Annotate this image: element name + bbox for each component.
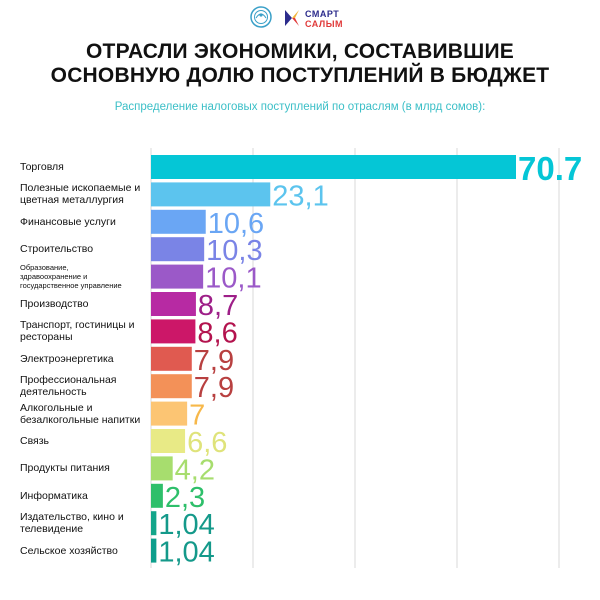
value-label-14: 1,04 [158,537,214,569]
category-label-10: Связь [20,435,155,447]
category-label-13: Издательство, кино и телевидение [20,511,155,535]
logo-text: СМАРТ САЛЫМ [305,9,343,29]
category-label-4-line-2: государственное управление [20,281,122,291]
value-label-3: 10,3 [206,235,262,267]
state-emblem-icon [250,6,272,28]
category-label-7: Электроэнергетика [20,353,155,365]
category-label-14: Сельское хозяйство [20,545,155,557]
category-label-4-line-0: Образование, [20,263,69,273]
value-label-5: 8,7 [198,290,238,322]
bar-1 [151,182,271,207]
value-label-11: 4,2 [175,454,215,486]
category-label-14-line-0: Сельское хозяйство [20,544,118,557]
chart-title-line-1: ОТРАСЛИ ЭКОНОМИКИ, СОСТАВИВШИЕ [86,40,514,63]
category-label-9: Алкогольные и безалкогольные напитки [20,402,155,426]
bar-3 [151,237,205,262]
value-label-4: 10,1 [205,263,261,295]
bar-7 [151,346,192,371]
bar-4 [151,264,204,289]
category-label-0-line-0: Торговля [20,161,64,173]
bar-11 [151,456,173,481]
value-label-2: 10,6 [208,208,264,240]
bar-2 [151,209,206,234]
category-label-12-line-0: Информатика [20,489,88,502]
category-label-6: Транспорт, гостиницы и рестораны [20,319,155,343]
value-label-6: 8,6 [197,317,237,349]
bar-14 [151,538,157,563]
category-label-6-line-0: Транспорт, гостиницы и [20,319,135,332]
category-label-0: Торговля [20,161,155,173]
bar-12 [151,483,163,508]
category-label-8-line-1: деятельность [20,386,87,399]
chart-title: ОТРАСЛИ ЭКОНОМИКИ, СОСТАВИВШИЕ ОСНОВНУЮ … [0,40,600,88]
category-label-3-line-0: Строительство [20,243,94,256]
category-label-1-line-0: Полезные ископаемые и [20,182,141,195]
bar-13 [151,511,157,536]
category-label-13-line-0: Издательство, кино и [20,511,124,524]
bar-5 [151,292,196,316]
category-label-9-line-1: безалкогольные напитки [20,413,141,426]
category-label-2-line-0: Финансовые услуги [20,215,116,228]
bar-8 [151,374,192,399]
value-label-12: 2,3 [165,482,205,514]
bar-0 [151,155,516,179]
value-label-0: 70.7 [518,150,582,187]
category-label-5: Производство [20,298,155,310]
category-label-9-line-0: Алкогольные и [20,401,93,414]
logo-line-2: САЛЫМ [305,19,344,29]
value-label-13: 1,04 [158,509,214,541]
category-label-5-line-0: Производство [20,298,89,310]
bar-10 [151,429,186,453]
chart-title-line-2: ОСНОВНУЮ ДОЛЮ ПОСТУПЛЕНИЙ В БЮДЖЕТ [50,64,550,87]
category-label-3: Строительство [20,243,155,255]
value-label-10: 6,6 [187,427,227,459]
category-label-13-line-1: телевидение [20,523,84,536]
bar-9 [151,401,188,426]
category-label-8-line-0: Профессиональная [20,374,117,387]
category-label-11: Продукты питания [20,462,155,474]
category-label-2: Финансовые услуги [20,216,155,228]
logo-line-1: СМАРТ [305,9,340,19]
value-label-9: 7 [189,400,205,432]
category-label-1: Полезные ископаемые и цветная металлургия [20,182,155,206]
category-label-10-line-0: Связь [20,435,50,447]
category-label-7-line-0: Электроэнергетика [20,352,114,365]
category-label-6-line-1: рестораны [20,331,73,344]
category-label-11-line-0: Продукты питания [20,462,110,475]
category-label-1-line-1: цветная металлургия [20,194,124,207]
category-label-4-line-1: здравоохранение и [20,272,88,282]
category-label-12: Информатика [20,490,155,502]
value-label-8: 7,9 [194,372,234,404]
header: СМАРТ САЛЫМ [0,4,600,34]
category-label-4: Образование, здравоохранение и государстве… [20,263,155,290]
smart-salym-logo-icon [285,10,299,26]
bar-6 [151,319,196,344]
value-label-1: 23,1 [272,180,328,212]
chart-subtitle: Распределение налоговых поступлений по о… [114,101,486,113]
value-label-7: 7,9 [194,345,234,377]
category-label-8: Профессиональная деятельность [20,374,155,398]
